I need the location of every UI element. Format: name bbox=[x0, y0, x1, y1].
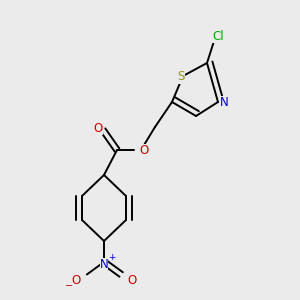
Text: Cl: Cl bbox=[212, 29, 224, 43]
Text: −: − bbox=[65, 281, 73, 291]
Text: O: O bbox=[71, 274, 81, 286]
Text: N: N bbox=[100, 257, 108, 271]
Text: O: O bbox=[128, 274, 136, 286]
Text: O: O bbox=[93, 122, 103, 134]
Text: S: S bbox=[177, 70, 185, 83]
Text: +: + bbox=[108, 253, 116, 262]
Text: O: O bbox=[140, 143, 148, 157]
Text: N: N bbox=[220, 95, 228, 109]
